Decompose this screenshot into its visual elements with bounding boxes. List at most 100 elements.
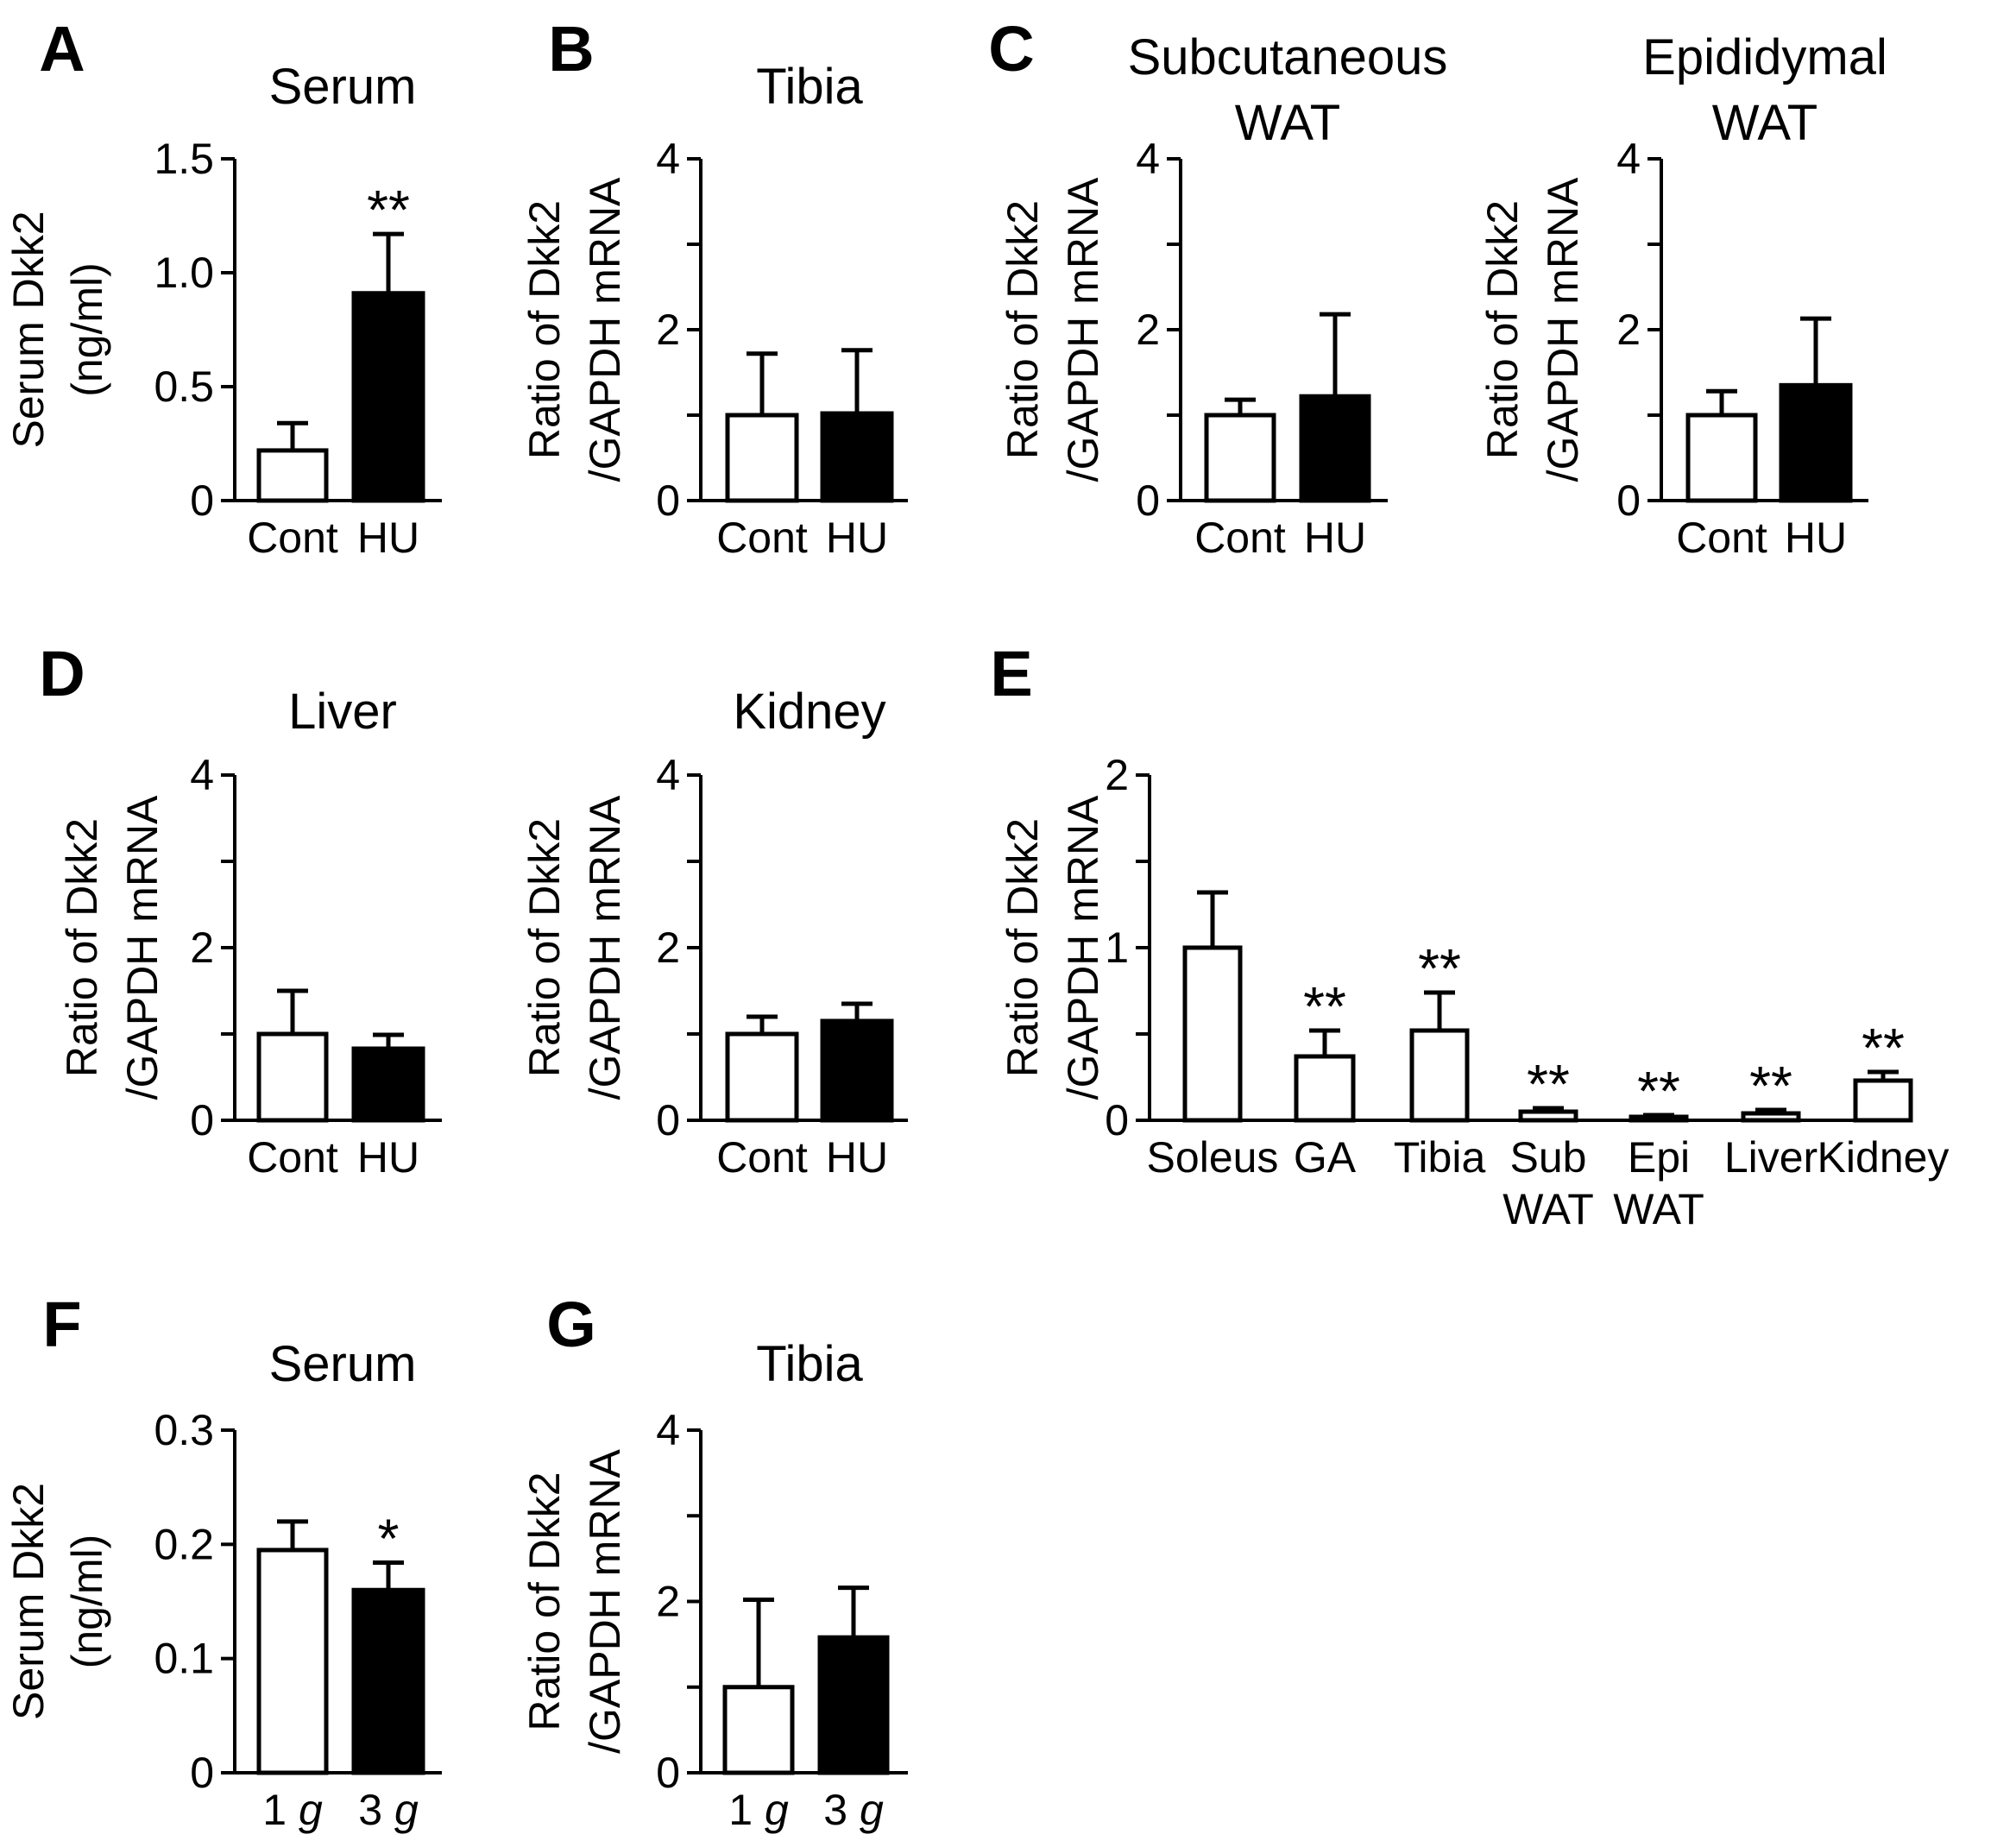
y-tick-label: 2 [656,1578,680,1626]
x-category-label: Kidney [1818,1133,1950,1182]
x-category-label: Epi [1628,1133,1690,1182]
bar [820,411,894,503]
y-tick-label: 0 [190,1096,214,1144]
y-axis-label: /GAPDH mRNA [581,795,629,1100]
x-category-label: 1 g [262,1786,323,1834]
y-tick-label: 0 [656,1096,680,1144]
x-category-label: Cont [716,514,808,562]
y-tick-label: 0 [190,476,214,525]
bar [1685,413,1758,503]
y-tick-label: 0 [656,1749,680,1797]
significance-marker: ** [367,179,410,241]
y-axis-label: Ratio of Dkk2 [1478,200,1527,459]
y-tick-label: 1 [1105,924,1129,972]
significance-marker: ** [1637,1060,1680,1122]
x-category-label: Sub [1510,1133,1587,1182]
y-tick-label: 0.2 [154,1520,214,1568]
significance-marker: ** [1749,1055,1792,1117]
bar [820,1018,894,1123]
x-category-label: HU [826,1133,888,1182]
y-axis-label: Ratio of Dkk2 [58,818,106,1077]
y-axis-label: /GAPDH mRNA [1059,795,1107,1100]
y-tick-label: 4 [656,1406,680,1454]
panel-title: Epididymal [1642,29,1887,85]
y-tick-label: 0 [1105,1096,1129,1144]
bar [256,1548,329,1775]
y-axis-label: /GAPDH mRNA [581,177,629,482]
y-tick-label: 0 [190,1749,214,1797]
panel-letter: E [990,638,1032,709]
y-axis-label: /GAPDH mRNA [581,1448,629,1753]
panel-title: WAT [1712,95,1818,151]
panel-c2: Epididymal WAT Ratio of Dkk2/GAPDH mRNA 0 2 4… [1478,29,1887,562]
y-tick-label: 2 [656,306,680,354]
panel-letter: C [988,13,1034,85]
y-axis-label: Ratio of Dkk2 [999,818,1047,1077]
y-tick-label: 4 [656,135,680,183]
panel-letter: F [42,1289,81,1360]
x-category-label: HU [1785,514,1847,562]
y-tick-label: 2 [1136,306,1160,354]
x-category-label: Cont [716,1133,808,1182]
panel-g: G Tibia Ratio of Dkk2/GAPDH mRNA 0 2 4 1 g 3 g [520,1289,908,1834]
panel-title: Subcutaneous [1128,29,1448,85]
panel-a: A Serum Serum Dkk2 (ng/ml) 0 0.5 1.0 1.5 Cont ** H… [4,13,442,562]
panel-letter: G [546,1289,596,1360]
panel-title: WAT [1235,95,1340,151]
y-axis-label: /GAPDH mRNA [1059,177,1107,482]
bar [1629,1114,1689,1123]
panel-letter: D [39,638,85,709]
bar [1779,382,1853,503]
panel-d2: Kidney Ratio of Dkk2/GAPDH mRNA 0 2 4 Cont HU [520,684,908,1182]
bar [817,1635,890,1775]
y-tick-label: 0.1 [154,1635,214,1683]
y-tick-label: 0 [1616,476,1641,525]
significance-marker: ** [1527,1053,1570,1115]
y-tick-label: 4 [190,751,214,799]
bar [351,1587,425,1775]
bar [725,413,799,503]
bar [722,1685,795,1775]
y-axis-label: /GAPDH mRNA [1539,177,1587,482]
x-category-label: GA [1294,1133,1357,1182]
x-category-label: HU [357,514,419,562]
y-axis-label: Ratio of Dkk2 [520,200,569,459]
x-category-label: Cont [247,1133,338,1182]
y-axis-label: (ng/ml) [63,1535,111,1669]
x-category-label: Liver [1724,1133,1818,1182]
bar [256,1031,329,1123]
x-category-label: Tibia [1394,1133,1486,1182]
significance-marker: ** [1418,937,1461,999]
panel-title: Tibia [756,59,863,115]
x-category-label: 3 g [358,1786,419,1834]
bar [1853,1078,1913,1123]
x-category-label: 3 g [823,1786,884,1834]
y-tick-label: 2 [1616,306,1641,354]
panel-f: F Serum Serum Dkk2 (ng/ml) 0 0.1 0.2 0.3 1 g * 3 g [4,1289,442,1834]
x-category-label: HU [826,514,888,562]
y-tick-label: 2 [190,924,214,972]
y-tick-label: 4 [656,751,680,799]
bar [1741,1111,1801,1123]
y-axis-label: /GAPDH mRNA [118,795,167,1100]
x-category-label: HU [357,1133,419,1182]
significance-marker: ** [1862,1017,1905,1079]
bar [1182,945,1243,1123]
y-tick-label: 1.5 [154,135,214,183]
bar [1294,1054,1356,1123]
y-tick-label: 2 [1105,751,1129,799]
y-axis-label: (ng/ml) [63,262,111,397]
panel-title: Tibia [756,1336,863,1392]
bar [351,291,425,503]
bar [1299,394,1371,503]
y-tick-label: 1.0 [154,249,214,297]
y-tick-label: 0.3 [154,1406,214,1454]
bar [1204,413,1276,503]
panel-b: B Tibia Ratio of Dkk2/GAPDH mRNA 0 2 4 Cont HU [520,13,908,562]
x-category-label: Cont [1194,514,1286,562]
y-tick-label: 4 [1616,135,1641,183]
y-tick-label: 0 [1136,476,1160,525]
panel-letter: A [39,13,85,85]
